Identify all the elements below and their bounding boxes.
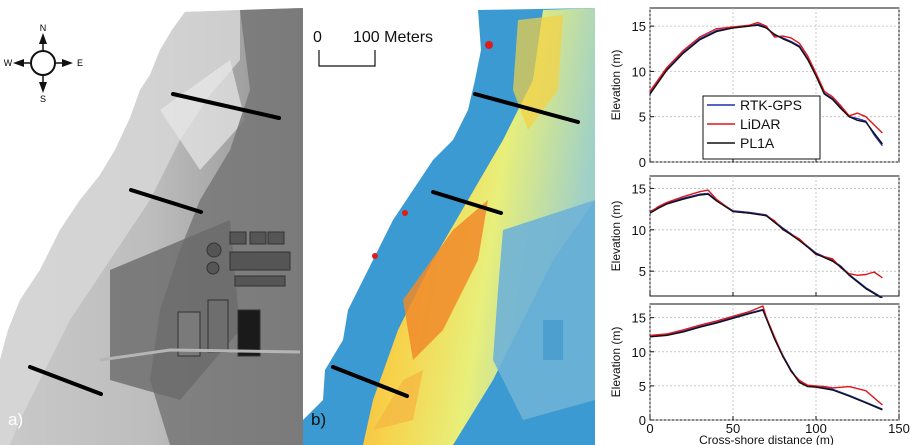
lidar-dem-panel: 0 100 Meters b) [303,0,595,445]
legend-rtk-gps: RTK-GPS [740,97,802,113]
y-tick-label: 10 [632,223,646,238]
transect-lines-a [28,92,281,396]
aerial-photo-panel: N S E W a) [0,0,303,445]
y-tick-label: 10 [632,64,646,79]
y-tick-label: 5 [639,379,646,394]
transect-lines-b [331,92,580,398]
compass-east: E [77,58,83,68]
y-tick-label: 5 [639,264,646,279]
y-tick-label: 15 [632,181,646,196]
compass-west: W [4,58,13,68]
y-axis-label: Elevation (m) [609,201,623,272]
series-pl1a [649,24,883,145]
profile-chart-3: 0 50 100 150 0 5 10 15 Elevation (m) Cross-shore … [609,303,910,445]
y-tick-label: 0 [639,413,646,428]
series-pl1a [649,193,883,298]
lidar-dem: 0 100 Meters b) [303,0,595,445]
y-tick-label: 10 [632,345,646,360]
compass-south: S [40,94,46,104]
x-tick-label: 150 [888,421,910,436]
y-axis-label: Elevation (m) [609,50,623,121]
profile-chart-2: 5 10 15 Elevation (m) [609,175,900,298]
legend-lidar: LiDAR [740,116,780,132]
y-tick-label: 5 [639,110,646,125]
x-tick-label: 100 [805,421,827,436]
x-axis-label: Cross-shore distance (m) [699,433,834,445]
series-lidar [649,21,883,134]
series-lidar [649,305,883,406]
y-tick-label: 15 [632,19,646,34]
y-tick-label: 15 [632,311,646,326]
series-pl1a [649,309,883,411]
y-axis-label: Elevation (m) [609,327,623,398]
legend-box [702,95,821,160]
y-tick-label: 0 [639,155,646,170]
x-tick-label: 50 [726,421,740,436]
plot-frame [649,303,900,421]
plant-structures [177,231,291,357]
compass-icon: N S E W [4,23,83,104]
panel-a-label: a) [8,410,23,429]
aerial-photo: N S E W a) [0,0,303,445]
scale-bar-end: 100 Meters [353,29,433,46]
scale-bar: 0 100 Meters [313,29,433,67]
legend-pl1a: PL1A [740,135,775,151]
series-lidar [649,189,883,279]
x-tick-label: 0 [646,421,653,436]
scale-bar-start: 0 [313,29,322,46]
compass-north: N [40,23,47,33]
panel-b-label: b) [311,410,326,429]
plot-frame [649,175,900,297]
profile-chart-1: 0 5 10 15 Elevation (m) RTK-GPS LiDAR PL1A [609,7,900,170]
